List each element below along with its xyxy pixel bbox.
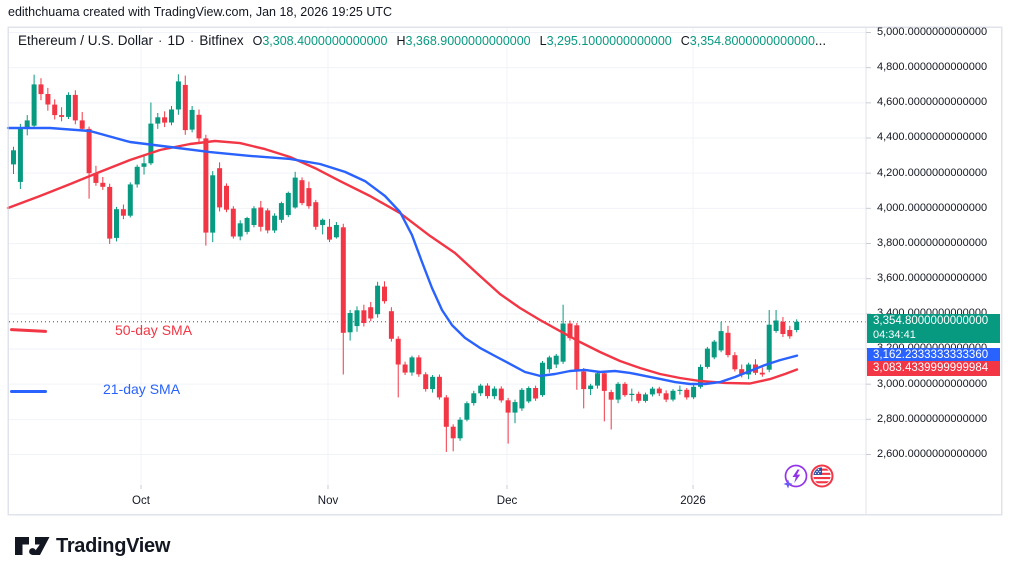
sma21-label: 21-day SMA [103,381,181,397]
bar-countdown: 04:34:41 [873,329,916,342]
price-tick-label: 4,000.0000000000000 [877,201,988,214]
time-axis-label: Oct [132,495,150,507]
low-value: 3,295.1000000000000 [546,34,672,48]
price-tick-label: 4,600.0000000000000 [877,96,988,109]
time-axis-label: Dec [496,495,518,507]
sma21-price-value: 3,162.2333333333360 [873,348,989,361]
sma50-label: 50-day SMA [115,322,193,338]
us-flag-event-icon[interactable] [810,464,834,488]
time-axis-label: Nov [317,495,339,507]
last-price-value: 3,354.8000000000000 [873,315,989,328]
open-value-group: O3,308.4000000000000 [252,34,388,48]
close-value: 3,354.8000000000000 [689,34,815,48]
price-tick-label: 3,000.0000000000000 [877,377,988,390]
last-price-badge: 3,354.8000000000000 04:34:41 [867,314,1000,344]
exchange-label: Bitfinex [199,33,244,48]
attribution-text: edithchuama created with TradingView.com… [8,5,393,19]
chart-event-icons[interactable] [782,462,836,492]
ai-spark-event-icon[interactable] [783,464,808,489]
title-ellipsis: ... [814,33,827,48]
tradingview-logo[interactable]: TradingView [14,534,170,558]
price-tick-label: 2,800.0000000000000 [877,412,988,425]
time-axis-label: 2026 [680,495,706,507]
price-tick-label: 4,800.0000000000000 [877,61,988,74]
sma50-price-badge: 3,083.4339999999984 [867,361,1000,377]
low-value-group: L3,295.1000000000000 [539,34,672,48]
price-tick-label: 5,000.0000000000000 [877,26,988,38]
symbol-title-row: Ethereum / U.S. Dollar · 1D · Bitfinex O3,308… [18,33,826,48]
price-tick-label: 4,400.0000000000000 [877,131,988,144]
close-value-group: C3,354.8000000000000 [680,34,815,48]
title-separator: · [158,33,163,48]
symbol-name: Ethereum / U.S. Dollar [18,33,154,48]
price-tick-label: 3,800.0000000000000 [877,236,988,249]
price-tick-label: 4,200.0000000000000 [877,166,988,179]
tradingview-logo-mark [15,537,50,555]
high-value: 3,368.9000000000000 [405,34,531,48]
sma21-legend-swatch [10,390,47,393]
price-tick-label: 2,600.0000000000000 [877,447,988,460]
price-tick-label: 3,600.0000000000000 [877,272,988,285]
sma50-price-value: 3,083.4339999999984 [873,362,989,375]
interval-label: 1D [167,33,185,48]
title-separator: · [189,33,195,48]
open-value: 3,308.4000000000000 [262,34,388,48]
sma21-price-badge: 3,162.2333333333360 [867,347,1000,363]
high-value-group: H3,368.9000000000000 [396,34,531,48]
tradingview-logo-text: TradingView [56,534,171,557]
